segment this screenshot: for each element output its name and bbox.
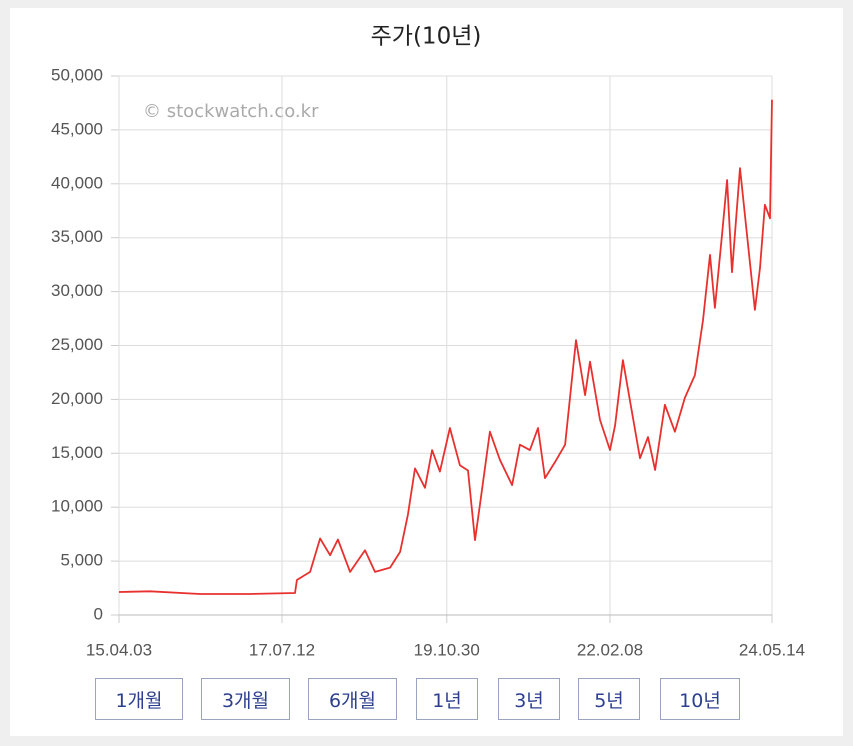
- y-tick-label: 5,000: [60, 551, 103, 570]
- price-line: [118, 99, 773, 595]
- period-button[interactable]: 1개월: [95, 678, 183, 720]
- x-tick-label: 22.02.08: [577, 640, 643, 659]
- x-tick-label: 19.10.30: [414, 640, 480, 659]
- y-tick-label: 10,000: [51, 497, 103, 516]
- x-tick-label: 15.04.03: [86, 640, 152, 659]
- y-tick-label: 0: [94, 604, 103, 623]
- y-tick-label: 30,000: [51, 281, 103, 300]
- y-tick-label: 25,000: [51, 335, 103, 354]
- y-tick-label: 20,000: [51, 389, 103, 408]
- x-tick-label: 24.05.14: [739, 640, 805, 659]
- period-button[interactable]: 3개월: [201, 678, 290, 720]
- y-tick-label: 40,000: [51, 173, 103, 192]
- y-tick-label: 50,000: [51, 65, 103, 84]
- y-tick-label: 15,000: [51, 443, 103, 462]
- y-tick-label: 35,000: [51, 227, 103, 246]
- period-button[interactable]: 10년: [660, 678, 740, 720]
- watermark: © stockwatch.co.kr: [143, 101, 319, 122]
- period-button[interactable]: 3년: [498, 678, 560, 720]
- y-tick-label: 45,000: [51, 119, 103, 138]
- period-button[interactable]: 6개월: [308, 678, 397, 720]
- period-button[interactable]: 5년: [578, 678, 640, 720]
- chart-title: 주가(10년): [371, 24, 482, 50]
- x-tick-label: 17.07.12: [249, 640, 315, 659]
- period-button[interactable]: 1년: [416, 678, 478, 720]
